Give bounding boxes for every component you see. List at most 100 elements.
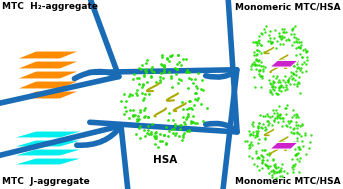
Point [303,63,309,66]
Point [307,146,312,149]
Polygon shape [16,61,80,69]
Point [123,109,128,112]
Point [169,53,175,56]
Point [190,81,196,84]
Point [141,116,146,119]
Point [192,78,197,81]
Point [283,30,288,33]
Point [289,116,294,119]
Point [151,134,156,137]
Point [298,43,304,46]
Point [169,75,174,78]
Point [255,127,261,130]
Point [256,58,262,61]
Point [271,169,276,172]
Point [277,81,282,84]
Point [265,112,270,115]
Point [291,127,296,130]
Polygon shape [16,81,80,89]
Point [289,28,295,31]
Point [293,115,299,119]
Point [275,114,280,117]
Point [158,72,164,75]
Point [260,76,265,79]
Point [275,165,281,168]
Point [181,120,187,123]
Point [251,120,256,123]
Point [271,111,277,114]
Point [255,131,260,134]
Point [255,156,260,159]
Point [146,132,152,135]
Point [290,64,295,67]
Point [188,107,194,110]
Point [136,82,142,85]
Point [256,142,261,145]
Point [299,63,305,66]
Point [161,76,166,79]
Point [294,112,299,115]
Point [251,51,257,54]
Point [174,67,180,70]
Point [243,139,248,143]
Point [143,62,149,65]
Point [178,79,184,82]
Point [174,63,179,66]
Point [194,86,200,89]
Point [187,99,192,102]
Point [136,127,142,130]
Point [255,41,260,44]
Point [262,114,268,117]
Point [262,163,268,166]
Point [155,145,161,148]
Point [250,122,255,125]
Point [142,134,148,137]
Point [304,55,310,58]
Point [265,40,271,43]
Point [259,32,264,35]
Polygon shape [12,158,84,165]
Point [256,69,262,72]
Point [254,164,259,167]
Point [262,128,268,131]
Point [285,80,291,83]
Point [188,78,193,81]
Point [304,50,309,53]
Point [135,115,141,118]
Point [158,140,163,143]
Point [196,72,201,75]
Point [253,54,258,57]
Point [281,28,286,31]
Point [143,70,149,73]
Point [273,46,278,49]
Point [192,91,197,94]
Point [148,131,154,134]
Point [177,60,182,64]
Point [270,168,275,171]
Point [261,155,266,158]
Point [257,137,262,140]
Point [130,114,136,117]
Point [260,126,265,129]
Point [130,109,135,112]
Point [282,74,288,77]
Point [252,60,257,64]
Point [258,125,264,128]
Point [285,119,291,122]
Point [296,171,301,174]
Point [140,92,145,95]
Point [268,41,274,44]
Point [289,166,295,169]
Point [132,114,138,117]
Point [131,73,137,76]
Point [166,60,172,63]
Point [273,92,279,95]
FancyArrowPatch shape [89,70,237,189]
Point [255,126,260,129]
Point [180,134,185,137]
Point [186,106,192,109]
Point [258,85,263,88]
Point [257,75,262,78]
Point [143,107,148,110]
Point [288,120,293,123]
